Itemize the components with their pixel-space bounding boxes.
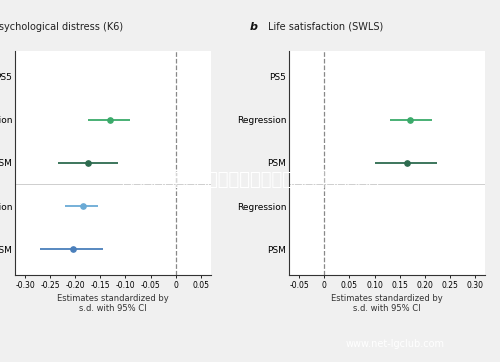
Text: 西甲球员心理健康支持体系的现状评估与改进路径分析: 西甲球员心理健康支持体系的现状评估与改进路径分析: [121, 171, 379, 189]
Text: b: b: [250, 21, 258, 31]
X-axis label: Estimates standardized by
s.d. with 95% CI: Estimates standardized by s.d. with 95% …: [57, 294, 169, 313]
Text: www.net-lgclub.com: www.net-lgclub.com: [346, 339, 444, 349]
Text: Life satisfaction (SWLS): Life satisfaction (SWLS): [268, 21, 383, 31]
X-axis label: Estimates standardized by
s.d. with 95% CI: Estimates standardized by s.d. with 95% …: [331, 294, 443, 313]
Text: Psychological distress (K6): Psychological distress (K6): [0, 21, 124, 31]
